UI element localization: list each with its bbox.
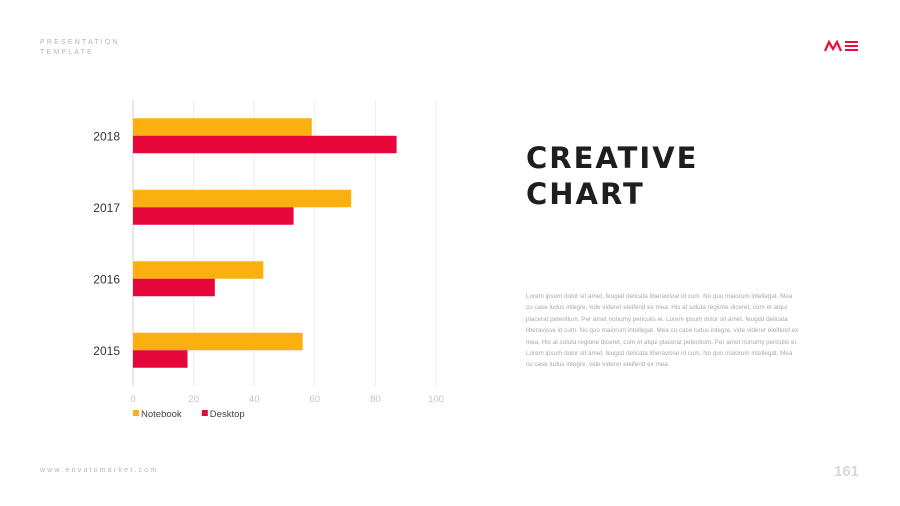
bar-notebook-2017 [133, 189, 352, 208]
bar-desktop-2016 [133, 278, 215, 297]
header-label-line2: TEMPLATE [40, 49, 95, 56]
legend-label-notebook: Notebook [141, 409, 182, 420]
legend-swatch-desktop [201, 410, 208, 416]
bar-notebook-2018 [133, 118, 312, 136]
bar-desktop-2018 [133, 135, 397, 154]
x-tick-label: 40 [249, 394, 260, 405]
x-tick-label: 100 [428, 394, 444, 405]
header-label: PRESENTATION TEMPLATE [40, 38, 120, 58]
bar-notebook-2016 [133, 261, 264, 279]
brand-logo-icon: ME [824, 40, 858, 52]
body-paragraph: Lorem ipsum dolor sit amet, feugiat deli… [526, 293, 799, 369]
x-tick-label: 60 [310, 394, 321, 405]
header-label-line1: PRESENTATION [40, 39, 120, 46]
footer-url: www.envatomarket.com [40, 467, 159, 474]
slide-title: CREATIVE CHART [526, 141, 699, 211]
x-tick-label: 20 [188, 394, 199, 405]
bar-desktop-2017 [133, 207, 294, 225]
bar-desktop-2015 [133, 350, 188, 368]
y-tick-label: 2017 [93, 201, 120, 215]
legend-label-desktop: Desktop [210, 409, 245, 420]
x-tick-label: 80 [370, 394, 381, 405]
y-tick-label: 2018 [93, 129, 120, 143]
legend-swatch-notebook [133, 410, 139, 416]
x-tick-label: 0 [130, 394, 135, 405]
y-tick-label: 2015 [93, 344, 120, 358]
y-tick-label: 2016 [93, 272, 120, 286]
bar-notebook-2015 [133, 332, 303, 351]
page-number: 161 [834, 463, 860, 480]
